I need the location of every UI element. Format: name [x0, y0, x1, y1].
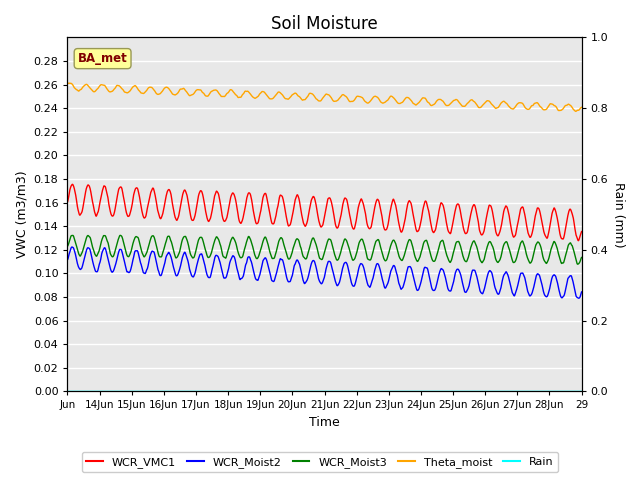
Theta_moist [578, 105, 586, 110]
WCR_VMC1 [575, 238, 582, 243]
WCR_Moist3 [574, 261, 582, 267]
WCR_Moist2 [125, 270, 132, 276]
Y-axis label: VWC (m3/m3): VWC (m3/m3) [15, 170, 28, 258]
WCR_VMC1 [356, 198, 364, 204]
Rain [282, 388, 289, 394]
WCR_VMC1 [104, 193, 111, 199]
Theta_moist [104, 87, 111, 93]
WCR_Moist3 [578, 254, 586, 260]
Theta_moist [356, 94, 364, 100]
WCR_VMC1 [63, 199, 71, 205]
WCR_Moist3 [125, 254, 132, 260]
Y-axis label: Rain (mm): Rain (mm) [612, 181, 625, 247]
WCR_Moist2 [356, 261, 364, 267]
Rain [104, 388, 111, 394]
Title: Soil Moisture: Soil Moisture [271, 15, 378, 33]
Line: Theta_moist: Theta_moist [67, 83, 582, 111]
Theta_moist [292, 91, 300, 97]
WCR_Moist2 [282, 271, 290, 277]
Theta_moist [282, 96, 290, 102]
Rain [356, 388, 364, 394]
WCR_VMC1 [282, 212, 290, 217]
WCR_Moist2 [302, 279, 310, 285]
Rain [124, 388, 132, 394]
WCR_Moist3 [356, 238, 364, 243]
Theta_moist [125, 89, 132, 95]
WCR_Moist3 [104, 238, 111, 244]
WCR_VMC1 [302, 223, 310, 228]
WCR_Moist2 [68, 244, 76, 250]
WCR_VMC1 [292, 193, 300, 199]
WCR_Moist3 [302, 256, 310, 262]
WCR_VMC1 [578, 228, 586, 234]
Rain [63, 388, 71, 394]
WCR_Moist3 [282, 248, 290, 254]
WCR_Moist2 [292, 257, 300, 263]
WCR_Moist2 [575, 295, 582, 301]
WCR_Moist2 [63, 257, 71, 263]
Rain [292, 388, 300, 394]
Theta_moist [63, 81, 71, 86]
Line: WCR_Moist3: WCR_Moist3 [67, 235, 582, 264]
Rain [301, 388, 309, 394]
WCR_Moist2 [104, 254, 111, 260]
Line: WCR_VMC1: WCR_VMC1 [67, 184, 582, 240]
Theta_moist [65, 80, 73, 86]
X-axis label: Time: Time [309, 416, 340, 429]
Theta_moist [302, 96, 310, 102]
Theta_moist [572, 108, 580, 114]
Rain [578, 388, 586, 394]
WCR_Moist3 [116, 232, 124, 238]
WCR_Moist2 [578, 289, 586, 295]
WCR_Moist3 [63, 243, 71, 249]
Legend: WCR_VMC1, WCR_Moist2, WCR_Moist3, Theta_moist, Rain: WCR_VMC1, WCR_Moist2, WCR_Moist3, Theta_… [82, 452, 558, 472]
WCR_VMC1 [125, 214, 132, 219]
Text: BA_met: BA_met [77, 52, 127, 65]
WCR_VMC1 [68, 181, 76, 187]
Line: WCR_Moist2: WCR_Moist2 [67, 247, 582, 298]
WCR_Moist3 [292, 236, 300, 242]
